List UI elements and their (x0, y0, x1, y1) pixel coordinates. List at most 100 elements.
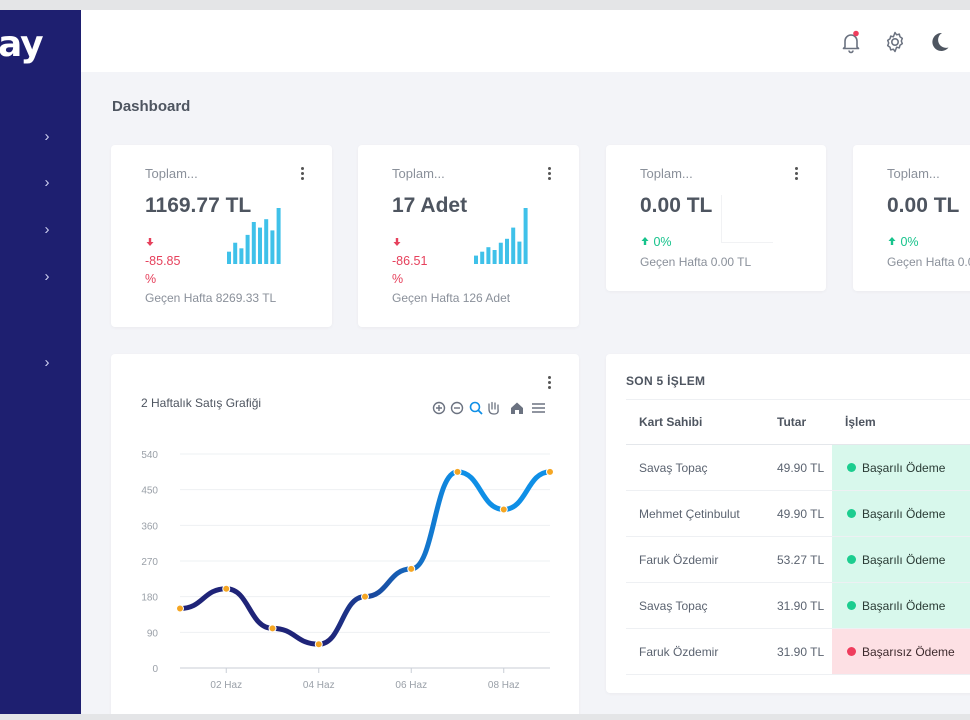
zoom-select-icon[interactable] (469, 401, 483, 415)
app-frame: ay › › › › › Dashboard Toplam... 1169.77… (0, 10, 970, 714)
column-header-card-holder: Kart Sahibi (626, 399, 764, 445)
y-tick-label: 180 (141, 593, 158, 604)
cell-status: Başarısız Ödeme (832, 628, 970, 675)
status-badge: Başarısız Ödeme (832, 629, 970, 674)
y-tick-label: 540 (141, 450, 158, 461)
data-point[interactable] (407, 564, 416, 573)
y-tick-label: 360 (141, 521, 158, 532)
spark-bar (523, 208, 528, 264)
sales-chart-card: 2 Haftalık Satış Grafiği 540 450 360 270 180… (111, 354, 579, 714)
status-label: Başarılı Ödeme (862, 598, 946, 613)
y-tick-label: 90 (147, 628, 159, 639)
pan-hand-icon[interactable] (488, 401, 499, 415)
sidebar-item-4-chevron-icon[interactable]: › (44, 268, 50, 285)
more-options-icon[interactable] (301, 167, 305, 182)
table-row[interactable]: Savaş Topaç 31.90 TL Başarılı Ödeme (626, 582, 970, 629)
y-tick-label: 270 (141, 557, 158, 568)
spark-bar (233, 242, 238, 264)
stat-previous: Geçen Hafta 126 Adet (392, 291, 511, 305)
spark-bar (270, 230, 275, 264)
page-title: Dashboard (112, 98, 191, 115)
data-point[interactable] (453, 467, 462, 476)
data-point[interactable] (222, 584, 231, 593)
cell-status: Başarılı Ödeme (832, 490, 970, 537)
more-options-icon[interactable] (548, 376, 552, 391)
data-point[interactable] (499, 505, 508, 514)
stat-card-4: Toplam... 0.00 TL 0% Geçen Hafta 0.0 (853, 145, 970, 291)
status-badge: Başarılı Ödeme (832, 583, 970, 628)
transactions-table: Kart Sahibi Tutar İşlem Savaş Topaç 49.90… (626, 399, 970, 675)
notification-bell-icon[interactable] (839, 30, 863, 54)
stat-sparkline-bars (474, 208, 528, 264)
spark-bar (276, 208, 281, 264)
empty-sparkline (721, 195, 773, 243)
cell-amount: 53.27 TL (764, 536, 832, 583)
table-row[interactable]: Mehmet Çetinbulut 49.90 TL Başarılı Ödeme (626, 490, 970, 537)
more-options-icon[interactable] (795, 167, 799, 182)
cell-amount: 31.90 TL (764, 582, 832, 629)
spark-bar (251, 222, 256, 264)
settings-gear-icon[interactable] (883, 30, 907, 54)
sidebar: ay › › › › › (0, 10, 81, 714)
stat-label: Toplam... (145, 166, 198, 181)
stat-delta-unit: % (145, 272, 157, 286)
more-options-icon[interactable] (548, 167, 552, 182)
spark-bar (239, 248, 244, 264)
column-header-amount: Tutar (764, 399, 832, 445)
stat-delta-value: 0% (900, 235, 919, 249)
table-row[interactable]: Faruk Özdemir 53.27 TL Başarılı Ödeme (626, 536, 970, 583)
stat-label: Toplam... (887, 166, 940, 181)
spark-bar (258, 227, 262, 264)
dark-mode-moon-icon[interactable] (927, 30, 951, 54)
sidebar-item-1-chevron-icon[interactable]: › (44, 128, 50, 145)
sales-series-line (177, 469, 553, 647)
column-header-status: İşlem (832, 399, 970, 445)
cell-status: Başarılı Ödeme (832, 536, 970, 583)
arrow-up-icon (887, 235, 897, 249)
stat-delta: 0% (887, 233, 919, 251)
data-point[interactable] (176, 604, 184, 613)
status-badge: Başarılı Ödeme (832, 445, 970, 490)
menu-icon[interactable] (532, 403, 545, 413)
cell-card-holder: Savaş Topaç (626, 444, 764, 491)
x-tick-label: 06 Haz (395, 680, 427, 691)
zoom-out-icon[interactable] (450, 401, 464, 415)
stat-value: 1169.77 TL (145, 194, 252, 217)
table-header-row: Kart Sahibi Tutar İşlem (626, 399, 970, 445)
data-point[interactable] (361, 592, 369, 601)
sidebar-item-3-chevron-icon[interactable]: › (44, 221, 50, 238)
data-point[interactable] (268, 624, 277, 633)
cell-amount: 49.90 TL (764, 444, 832, 491)
sidebar-item-5-chevron-icon[interactable]: › (44, 354, 50, 371)
cell-card-holder: Mehmet Çetinbulut (626, 490, 764, 537)
data-point[interactable] (314, 640, 323, 649)
home-icon[interactable] (511, 402, 523, 415)
stat-delta-unit: % (392, 272, 404, 286)
brand-logo[interactable]: ay (0, 24, 44, 65)
data-point[interactable] (546, 467, 554, 476)
spark-bar (511, 227, 516, 264)
cell-status: Başarılı Ödeme (832, 444, 970, 491)
table-row[interactable]: Savaş Topaç 49.90 TL Başarılı Ödeme (626, 444, 970, 491)
stat-label: Toplam... (640, 166, 693, 181)
spark-bar (492, 250, 497, 264)
cell-amount: 31.90 TL (764, 628, 832, 675)
stat-value: 17 Adet (392, 194, 468, 217)
stat-previous: Geçen Hafta 0.0 (887, 255, 970, 269)
status-dot-icon (847, 555, 856, 564)
y-tick-label: 450 (141, 486, 158, 497)
zoom-in-icon[interactable] (432, 401, 446, 415)
transactions-body: Savaş Topaç 49.90 TL Başarılı Ödeme Mehmet … (626, 444, 970, 675)
table-row[interactable]: Faruk Özdemir 31.90 TL Başarısız Ödeme (626, 628, 970, 675)
sidebar-item-2-chevron-icon[interactable]: › (44, 174, 50, 191)
spark-bar (505, 238, 509, 264)
spark-bar (480, 251, 485, 264)
spark-bar (517, 241, 522, 264)
stat-card-1: Toplam... 1169.77 TL -85.85 % Geçen Haft… (111, 145, 332, 327)
stat-delta: 0% (640, 233, 672, 251)
stat-card-2: Toplam... 17 Adet -86.51 % Geçen Hafta 1… (358, 145, 579, 327)
cell-card-holder: Faruk Özdemir (626, 536, 764, 583)
cell-card-holder: Savaş Topaç (626, 582, 764, 629)
spark-bar (486, 247, 491, 264)
x-tick-label: 02 Haz (210, 680, 242, 691)
